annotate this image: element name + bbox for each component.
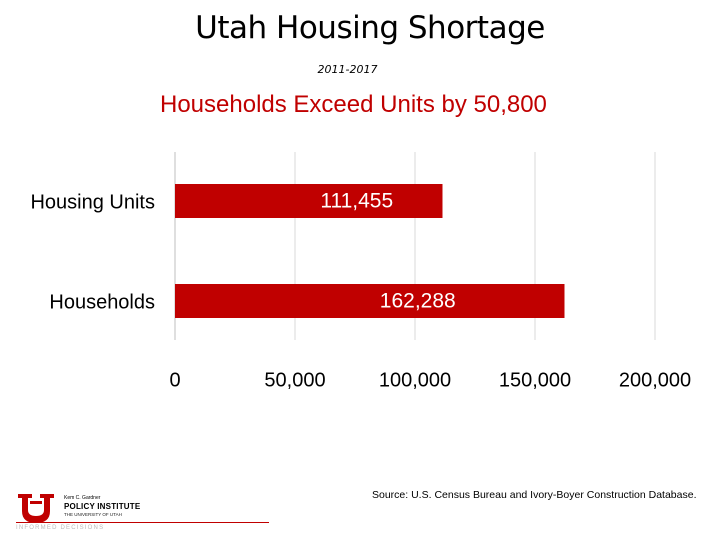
page-title: Utah Housing Shortage (195, 10, 545, 46)
date-range-subtitle: 2011-2017 (317, 63, 378, 76)
logo-divider (16, 522, 269, 523)
logo-tagline: INFORMED DECISIONS (16, 525, 105, 531)
x-tick-label: 0 (169, 369, 180, 391)
category-labels: Housing Units Households (30, 191, 155, 313)
category-label: Housing Units (30, 191, 155, 213)
x-tick-label: 200,000 (619, 369, 691, 391)
x-tick-label: 100,000 (379, 369, 451, 391)
x-tick-label: 50,000 (264, 369, 325, 391)
x-axis-tick-labels: 0 50,000 100,000 150,000 200,000 (169, 369, 691, 391)
logo-small-text: Kem C. Gardner (64, 495, 101, 501)
bar-value-labels: 111,455 162,288 (320, 190, 455, 313)
bar (175, 284, 565, 318)
x-tick-label: 150,000 (499, 369, 571, 391)
university-u-logo-icon (18, 494, 54, 523)
category-label: Households (49, 291, 155, 313)
policy-institute-logo: Kem C. Gardner POLICY INSTITUTE THE UNIV… (16, 492, 276, 532)
bar (175, 184, 443, 218)
bar-value-label: 162,288 (380, 290, 456, 313)
chart-headline: Households Exceed Units by 50,800 (160, 91, 547, 118)
source-note: Source: U.S. Census Bureau and Ivory-Boy… (372, 489, 697, 501)
logo-university: THE UNIVERSITY OF UTAH (64, 512, 122, 517)
logo-name: POLICY INSTITUTE (64, 502, 141, 511)
bar-value-label: 111,455 (320, 190, 393, 213)
bars (175, 184, 565, 318)
bar-chart: 111,455 162,288 Housing Units Households 0… (30, 152, 691, 391)
